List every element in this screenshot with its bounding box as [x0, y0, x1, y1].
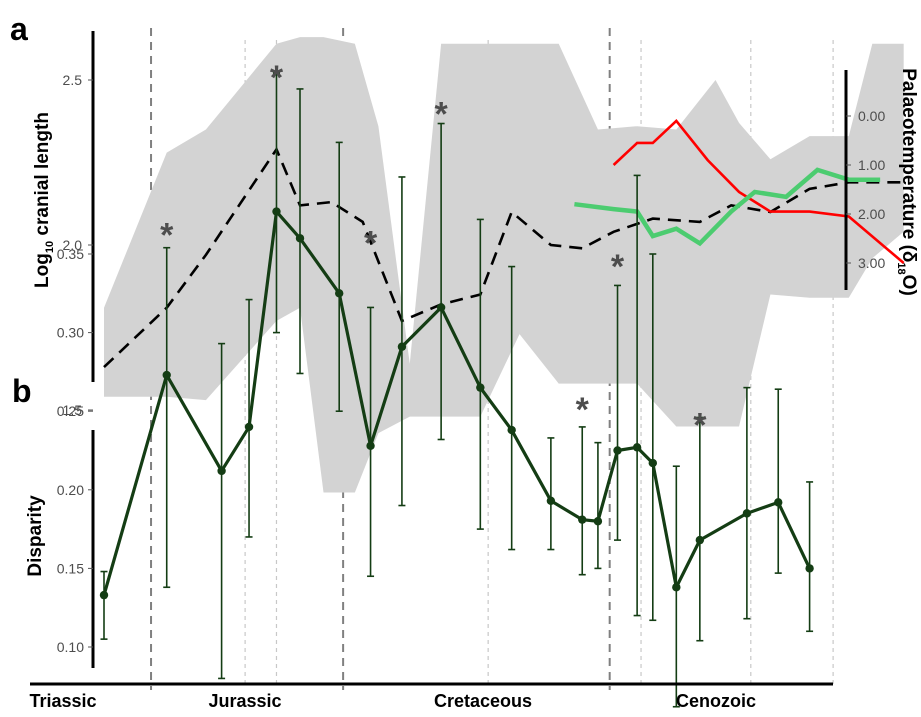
- disparity-point: [613, 446, 622, 455]
- significance-asterisk: *: [364, 224, 378, 262]
- disparity-point: [244, 422, 254, 432]
- period-label-cretaceous: Cretaceous: [434, 691, 532, 711]
- disparity-point: [366, 441, 375, 450]
- axes: 1.5 2.0 2.5 0.00 1.00 2.00 3.00 0.10 0.15 0.20 0.2…: [30, 31, 885, 686]
- y-axis-label-a: Log10 cranial length: [32, 112, 56, 288]
- disparity-point: [436, 303, 446, 312]
- y-tick-label-a: 2.0: [63, 237, 83, 253]
- disparity-point: [546, 496, 556, 506]
- disparity-point: [507, 425, 516, 435]
- period-label-jurassic: Jurassic: [208, 691, 281, 711]
- disparity-point: [99, 590, 109, 600]
- panel-b: * * * * * * *: [99, 59, 814, 708]
- disparity-point: [295, 234, 305, 243]
- disparity-point: [217, 466, 226, 476]
- disparity-point: [805, 564, 814, 573]
- disparity-point: [397, 342, 407, 351]
- y-tick-label-b: 0.15: [57, 560, 84, 576]
- disparity-point: [632, 443, 642, 452]
- y-tick-label-b: 0.35: [57, 246, 84, 262]
- y-tick-label-a: 1.5: [63, 402, 83, 418]
- y2-axis-label-a: Palaeotemperature (δ18O): [895, 68, 919, 296]
- y-tick-label-b: 0.20: [57, 482, 84, 498]
- disparity-point: [476, 383, 485, 392]
- y-axis-label-b: Disparity: [25, 495, 46, 577]
- disparity-point: [774, 498, 783, 507]
- y-tick-label-b: 0.25: [57, 403, 84, 419]
- disparity-point: [578, 515, 587, 524]
- y2-tick-label-a: 0.00: [858, 108, 885, 124]
- significance-asterisk: *: [693, 407, 707, 445]
- panel-label-b: b: [12, 373, 32, 409]
- period-label-cenozoic: Cenozoic: [676, 691, 756, 711]
- range-envelope: [104, 37, 904, 493]
- disparity-point: [272, 207, 281, 216]
- panel-a: [103, 37, 905, 493]
- disparity-point: [742, 509, 752, 518]
- mean-cranial-length-line: [103, 146, 904, 369]
- disparity-point: [335, 289, 344, 298]
- significance-asterisk: *: [576, 391, 590, 429]
- significance-asterisk: *: [270, 59, 284, 97]
- y2-tick-label-a: 2.00: [858, 206, 885, 222]
- significance-asterisk: *: [611, 248, 625, 286]
- disparity-point: [648, 458, 657, 468]
- y2-tick-label-a: 1.00: [858, 157, 885, 173]
- disparity-point: [672, 583, 681, 592]
- significance-asterisk: *: [435, 95, 449, 133]
- disparity-point: [695, 535, 705, 545]
- temperature-green-line: [574, 167, 881, 247]
- disparity-point: [593, 517, 603, 526]
- period-label-triassic: Triassic: [29, 691, 96, 711]
- y2-tick-label-a: 3.00: [858, 255, 885, 271]
- significance-asterisk: *: [160, 216, 174, 254]
- disparity-point: [162, 370, 171, 380]
- y-tick-label-b: 0.30: [57, 325, 84, 341]
- y-tick-label-a: 2.5: [63, 72, 83, 88]
- y-tick-label-b: 0.10: [57, 639, 84, 655]
- panel-label-a: a: [10, 11, 28, 47]
- temperature-red-line: [612, 118, 905, 264]
